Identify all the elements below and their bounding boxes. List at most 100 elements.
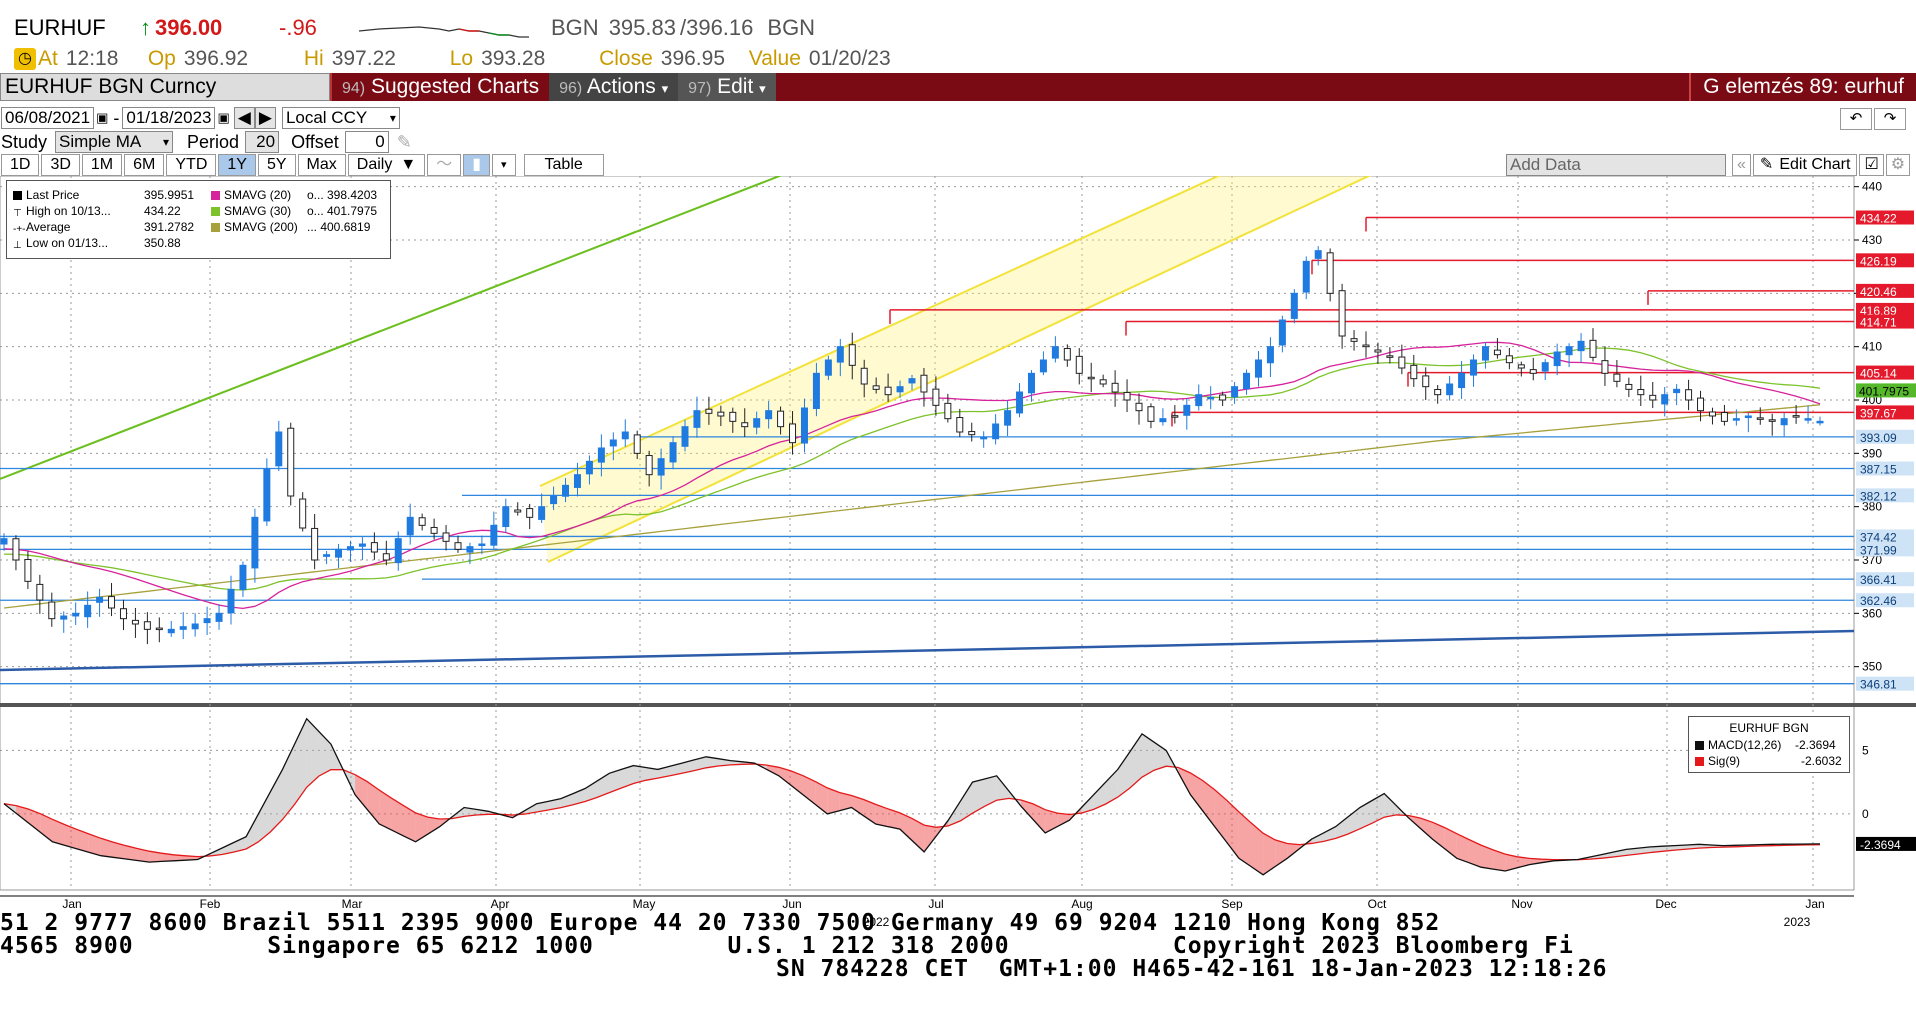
macd-fill (1311, 832, 1324, 844)
range-tab-1m[interactable]: 1M (81, 154, 123, 176)
range-tab-5y[interactable]: 5Y (257, 154, 296, 176)
edit-chart-icon: ✎ (1759, 156, 1774, 173)
y-tick-label: 380 (1862, 500, 1882, 514)
clock-icon[interactable]: ◷ (14, 48, 36, 70)
candle-tool-icon[interactable]: ▮ (463, 154, 490, 176)
bid-price: 395.83 (608, 15, 676, 40)
candle-body (346, 546, 354, 551)
legend-low-label: Low on 01/13... (26, 236, 109, 250)
range-tab-max[interactable]: Max (297, 154, 346, 176)
offset-input[interactable]: 0 (344, 131, 389, 153)
macd-fill (246, 814, 259, 849)
table-button[interactable]: Table (523, 154, 604, 176)
calendar-icon[interactable]: ▣ (217, 110, 230, 125)
candle-body (1004, 410, 1012, 426)
tools-dropdown-icon[interactable]: ▾ (492, 154, 516, 176)
macd-fill (766, 765, 779, 776)
edit-num: 97) (688, 80, 712, 97)
range-tab-6m[interactable]: 6M (124, 154, 165, 176)
sparkline (359, 26, 529, 38)
macd-fill (1432, 822, 1445, 849)
prev-period-icon[interactable]: ◀ (233, 107, 255, 129)
level-tag-blue (1856, 429, 1914, 444)
candle-body (992, 423, 1000, 440)
level-tag-blue (1856, 542, 1914, 557)
candle-body (1386, 355, 1394, 358)
range-tab-1y[interactable]: 1Y (218, 154, 256, 176)
legend-low-value: 350.88 (144, 236, 181, 250)
edit-button[interactable]: 97) Edit ▾ (678, 73, 776, 101)
candle-body (215, 612, 223, 622)
macd-fill (1142, 733, 1155, 778)
candle-body (896, 386, 904, 393)
candle-body (717, 411, 725, 417)
level-tag-blue (1856, 529, 1914, 544)
macd-fill (112, 842, 126, 859)
macd-fill (1154, 742, 1167, 771)
calendar-icon[interactable]: ▣ (96, 110, 109, 125)
level-tag-red (1856, 210, 1914, 225)
candle-body (932, 388, 940, 406)
candle-body (1135, 402, 1143, 412)
level-tag-label: 416.89 (1860, 304, 1897, 318)
chart-settings-icon[interactable]: ☑ (1859, 154, 1884, 176)
candle-body (908, 378, 916, 384)
study-select[interactable]: Simple MA ▾ (55, 131, 174, 153)
actions-button[interactable]: 96) Actions ▾ (549, 73, 679, 101)
ask-price: /396.16 (679, 15, 754, 40)
range-tab-ytd[interactable]: YTD (166, 154, 217, 176)
level-tag-label: 434.22 (1860, 211, 1897, 225)
date-to-input[interactable]: 01/18/2023 (122, 107, 216, 129)
x-month-label: Oct (1368, 897, 1387, 911)
candle-body (514, 509, 522, 513)
candle-body (1183, 404, 1191, 416)
macd-fill (221, 842, 235, 855)
candle-body (1613, 373, 1621, 382)
x-year-label: 2023 (1784, 915, 1811, 926)
macd-legend: EURHUF BGN MACD(12,26) -2.3694 Sig(9) -2… (1688, 716, 1850, 773)
macd-tick-label: 5 (1862, 743, 1869, 757)
right-tools: Add Data « ✎ Edit Chart ☑ ⚙ (1506, 154, 1912, 176)
level-tag-label: 387.15 (1860, 463, 1897, 477)
last-price: 396.00 (155, 15, 223, 40)
macd-fill (1323, 826, 1336, 842)
currency-value: Local CCY (285, 108, 368, 127)
level-tag-label: 414.71 (1860, 316, 1897, 330)
macd-fill (585, 780, 598, 802)
macd-fill (1505, 854, 1518, 871)
security-input[interactable]: EURHUF BGN Curncy (0, 73, 330, 101)
candle-body (585, 460, 593, 475)
line-tool-icon[interactable]: 〜 (427, 154, 462, 176)
candle-body (24, 559, 32, 582)
candle-body (84, 604, 92, 618)
range-tab-3d[interactable]: 3D (41, 154, 80, 176)
date-from-input[interactable]: 06/08/2021 (1, 107, 95, 129)
candle-body (311, 527, 319, 561)
add-data-input[interactable]: Add Data (1506, 154, 1726, 176)
candle-body (884, 386, 892, 396)
macd-fill (1226, 800, 1239, 859)
macd-fill (1347, 807, 1360, 835)
macd-fill (536, 801, 549, 813)
suggested-charts-button[interactable]: 94) Suggested Charts (330, 73, 550, 101)
period-input[interactable]: 20 (245, 131, 280, 153)
price-chart[interactable]: 440430420410400390380370360350JanFebMarA… (0, 176, 1916, 926)
candle-body (1099, 379, 1107, 385)
range-tab-1d[interactable]: 1D (1, 154, 40, 176)
candle-body (968, 431, 976, 436)
next-period-icon[interactable]: ▶ (254, 107, 276, 129)
redo-icon[interactable]: ↷ (1874, 108, 1906, 130)
frequency-select[interactable]: Daily ▼ (347, 154, 426, 176)
edit-chart-button[interactable]: ✎ Edit Chart (1752, 154, 1858, 176)
candle-body (777, 410, 785, 428)
undo-icon[interactable]: ↶ (1840, 108, 1872, 130)
pencil-icon[interactable]: ✎ (396, 131, 412, 152)
currency-select[interactable]: Local CCY ▾ (281, 107, 400, 129)
candle-body (1649, 394, 1657, 401)
candle-body (1780, 418, 1788, 426)
y-tick-label: 410 (1862, 340, 1882, 354)
gear-icon[interactable]: ⚙ (1885, 154, 1911, 176)
legend-last-value: 395.9951 (144, 188, 195, 202)
level-tag-label: 420.46 (1860, 285, 1897, 299)
collapse-icon[interactable]: « (1732, 154, 1751, 176)
